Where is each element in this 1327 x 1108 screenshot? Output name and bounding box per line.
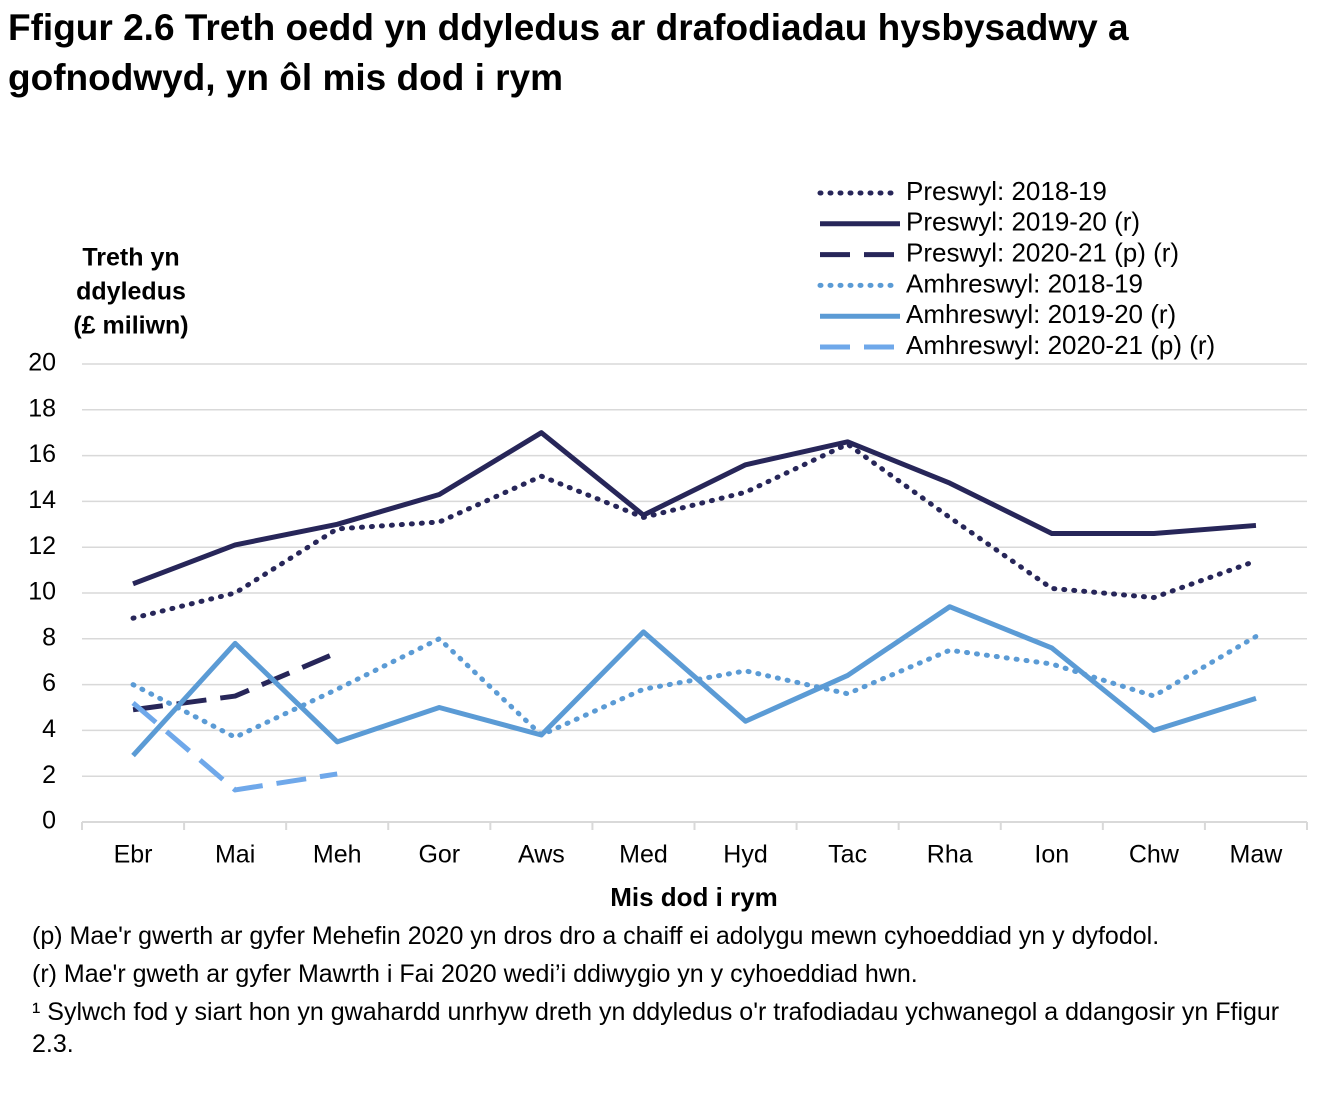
y-tick-label: 6 (42, 669, 56, 697)
y-tick-label: 2 (42, 761, 56, 789)
series-line (131, 701, 338, 793)
legend-label: Preswyl: 2019-20 (r) (906, 207, 1140, 237)
legend-label: Preswyl: 2020-21 (p) (r) (906, 237, 1179, 267)
x-tick-label: Maw (1230, 841, 1284, 869)
x-tick-label: Ion (1034, 841, 1069, 869)
series-line (130, 634, 1259, 740)
chart: Ffigur 2.6 Treth oedd yn ddyledus ar dra… (8, 7, 1308, 912)
y-tick-label: 0 (42, 807, 56, 835)
chart-title: Ffigur 2.6 Treth oedd yn ddyledus ar dra… (8, 7, 1129, 48)
x-tick-label: Ebr (114, 841, 153, 869)
legend-label: Amhreswyl: 2019-20 (r) (906, 299, 1176, 329)
y-tick-label: 12 (28, 532, 56, 560)
note: (p) Mae'r gwerth ar gyfer Mehefin 2020 y… (32, 922, 1160, 950)
x-tick-label: Hyd (723, 841, 767, 869)
x-tick-label: Aws (518, 841, 565, 869)
x-tick-label: Meh (313, 841, 362, 869)
x-tick-label: Rha (927, 841, 973, 869)
series-line (132, 650, 339, 713)
y-axis-label: (£ miliwn) (73, 312, 188, 340)
chart-title: gofnodwyd, yn ôl mis dod i rym (8, 57, 563, 98)
y-axis-label: Treth yn (82, 244, 179, 272)
y-axis-label: ddyledus (76, 278, 186, 306)
note: ¹ Sylwch fod y siart hon yn gwahardd unr… (32, 998, 1280, 1058)
series-line (132, 430, 1257, 587)
x-tick-label: Tac (828, 841, 867, 869)
y-tick-label: 16 (28, 440, 56, 468)
y-tick-label: 10 (28, 578, 56, 606)
note: (r) Mae'r gweth ar gyfer Mawrth i Fai 20… (32, 960, 918, 988)
x-tick-label: Chw (1129, 841, 1180, 869)
y-tick-label: 18 (28, 394, 56, 422)
x-axis-label: Mis dod i rym (610, 882, 778, 912)
x-tick-label: Med (619, 841, 668, 869)
y-tick-label: 4 (42, 715, 56, 743)
series-line (130, 441, 1259, 621)
legend-label: Amhreswyl: 2020-21 (p) (r) (906, 330, 1215, 360)
legend-label: Amhreswyl: 2018-19 (906, 268, 1143, 298)
series-line (131, 604, 1257, 758)
legend-label: Preswyl: 2018-19 (906, 176, 1107, 206)
y-tick-label: 8 (42, 623, 56, 651)
x-tick-label: Mai (215, 841, 255, 869)
notes: (p) Mae'r gwerth ar gyfer Mehefin 2020 y… (32, 920, 1302, 1066)
x-tick-label: Gor (418, 841, 460, 869)
y-tick-label: 14 (28, 486, 56, 514)
y-tick-label: 20 (28, 349, 56, 377)
